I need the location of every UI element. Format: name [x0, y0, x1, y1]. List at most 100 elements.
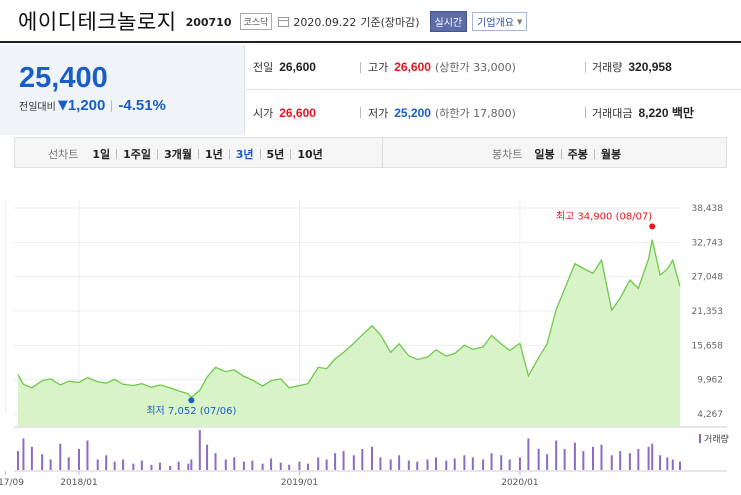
volume-bar: [198, 430, 201, 470]
volume-bar: [334, 453, 337, 470]
volume-bar: [67, 457, 70, 470]
volume-bar: [41, 454, 44, 470]
volume-bar: [270, 458, 273, 470]
stat-label: 거래대금: [592, 106, 633, 120]
volume-bar: [666, 457, 669, 470]
y-tick-label: 9,962: [697, 376, 723, 386]
stat-value: 26,600: [394, 60, 431, 74]
volume-bar: [122, 459, 125, 470]
volume-bar: [537, 448, 540, 470]
volume-bar: [86, 440, 89, 470]
y-tick-label: 32,743: [692, 238, 724, 248]
realtime-button[interactable]: 실시간: [429, 11, 468, 32]
tab-period-4[interactable]: 3년: [235, 148, 254, 161]
tab-period-0[interactable]: 1일: [92, 148, 111, 161]
stat-value: 26,600: [279, 105, 316, 120]
volume-bar: [500, 455, 503, 470]
chevron-down-icon: ▼: [516, 17, 523, 26]
company-info-dropdown[interactable]: 기업개요 ▼: [472, 12, 528, 31]
divider: [593, 149, 595, 159]
down-arrow-icon: ▼: [57, 98, 68, 113]
volume-bar: [600, 444, 603, 470]
chart-annotations: 최고 34,900 (08/07) 최저 7,052 (07/06): [146, 210, 656, 417]
stat-value: 320,958: [628, 60, 672, 74]
stock-header: 에이디테크놀로지 200710 코스닥 2020.09.22 기준(장마감) 실…: [0, 0, 741, 43]
volume-bar: [679, 461, 681, 470]
volume-bar: [261, 463, 264, 470]
volume-bar: [352, 455, 355, 470]
divider: [111, 99, 113, 112]
tab-period-6[interactable]: 10년: [297, 148, 323, 161]
current-price: 25,400: [19, 62, 108, 94]
divider: [259, 149, 261, 159]
tab-candle-0[interactable]: 일봉: [534, 148, 555, 161]
volume-bar: [177, 461, 180, 470]
stat-low: 저가 25,200 (하한가 17,800): [368, 105, 516, 121]
stats-row-2: 시가 26,600 저가 25,200 (하한가 17,800) 거래대금 8,…: [246, 90, 741, 135]
tab-period-1[interactable]: 1주일: [123, 148, 152, 161]
y-axis-labels: 38,438 32,743 27,048 21,353 15,658 9,962 4,267: [692, 204, 724, 420]
change-percent: -4.51%: [118, 97, 166, 114]
stat-label: 고가: [368, 61, 389, 74]
tab-candle-1[interactable]: 주봉: [567, 148, 588, 161]
x-tick-label: 2019/01: [281, 478, 318, 488]
y-tick-label: 4,267: [697, 410, 723, 420]
volume-bar: [671, 459, 674, 470]
volume-bar: [416, 461, 419, 470]
volume-bar: [619, 451, 622, 470]
stat-high: 고가 26,600 (상한가 33,000): [368, 59, 516, 75]
y-tick-label: 38,438: [692, 204, 724, 214]
stat-label: 전일: [253, 61, 274, 74]
tab-candle-2[interactable]: 월봉: [600, 148, 622, 161]
x-tick-label: 2018/01: [60, 478, 97, 488]
divider: [360, 107, 361, 118]
volume-bar: [30, 446, 33, 470]
x-axis-labels: 2017/09 2018/01 2019/01 2020/01: [0, 471, 539, 488]
divider: [382, 137, 383, 168]
volume-bar: [224, 459, 227, 470]
stat-trade-amount: 거래대금 8,220 백만: [592, 104, 694, 121]
y-tick-label: 27,048: [692, 273, 724, 283]
stat-label: 저가: [368, 106, 389, 120]
divider: [360, 61, 361, 73]
volume-bar: [563, 448, 566, 470]
volume-bar: [113, 461, 116, 470]
volume-legend: 거래량: [699, 433, 729, 445]
stat-value: 8,220 백만: [638, 106, 694, 120]
market-badge: 코스닥: [239, 13, 273, 30]
divider: [228, 149, 230, 159]
volume-legend-label: 거래량: [704, 433, 729, 445]
change-value: 1,200: [67, 97, 106, 114]
volume-bar: [169, 465, 172, 470]
volume-legend-swatch: [699, 434, 701, 443]
stat-label: 거래량: [592, 61, 623, 74]
volume-bar: [490, 453, 493, 470]
volume-bar: [158, 462, 161, 470]
tab-period-5[interactable]: 5년: [266, 148, 285, 161]
volume-bar: [206, 444, 209, 470]
quote-basis: 기준(장마감): [360, 16, 420, 29]
volume-bar: [555, 440, 558, 470]
volume-bar: [150, 464, 153, 470]
volume-bar: [527, 438, 530, 470]
company-info-label: 기업개요: [477, 18, 514, 29]
volume-bar: [482, 459, 485, 470]
stat-value: 26,600: [279, 60, 316, 74]
divider: [157, 149, 159, 159]
volume-bar: [361, 448, 364, 470]
volume-bar: [22, 438, 25, 470]
volume-bar: [279, 462, 282, 470]
volume-bar: [426, 459, 429, 470]
stat-value: 25,200: [394, 105, 431, 120]
stat-sub: (하한가 17,800): [434, 106, 516, 120]
tab-period-3[interactable]: 1년: [204, 148, 223, 161]
volume-bar: [546, 454, 549, 470]
volume-bar: [140, 460, 143, 470]
current-price-panel: 25,400 전일대비 ▼ 1,200 -4.51%: [0, 45, 245, 135]
volume-bar: [190, 459, 193, 470]
tab-period-2[interactable]: 3개월: [164, 148, 192, 161]
stock-code: 200710: [185, 16, 232, 29]
price-chart[interactable]: 38,438 32,743 27,048 21,353 15,658 9,962 4,267…: [0, 170, 741, 495]
stat-sub: (상한가 33,000): [434, 61, 516, 74]
volume-bar: [17, 451, 19, 470]
